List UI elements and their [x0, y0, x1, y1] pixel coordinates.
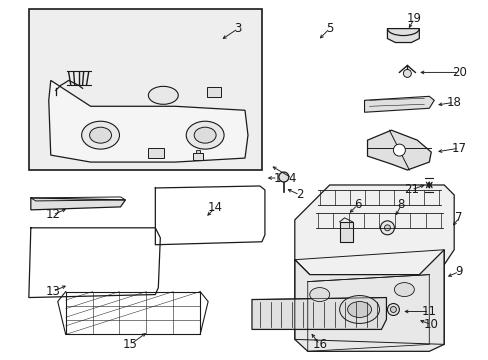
Bar [29, 9, 262, 170]
Polygon shape [386, 28, 419, 42]
Polygon shape [364, 96, 433, 112]
Text: 11: 11 [421, 305, 436, 318]
Bar [207, 87, 221, 97]
Text: 7: 7 [454, 211, 462, 224]
Text: 3: 3 [234, 22, 241, 35]
Text: 15: 15 [123, 338, 138, 351]
Ellipse shape [81, 121, 119, 149]
Text: 1: 1 [274, 171, 281, 185]
Text: 18: 18 [446, 96, 461, 109]
Bar [339, 222, 352, 242]
Text: 19: 19 [406, 12, 421, 25]
Circle shape [380, 221, 394, 235]
Ellipse shape [194, 127, 216, 143]
Text: 2: 2 [295, 188, 303, 202]
Text: 8: 8 [397, 198, 404, 211]
Bar [196, 150, 200, 153]
Text: 9: 9 [454, 265, 462, 278]
Text: 14: 14 [207, 201, 222, 215]
Polygon shape [367, 130, 430, 170]
Bar [193, 153, 203, 160]
Bar [148, 148, 164, 158]
Polygon shape [251, 298, 386, 329]
Ellipse shape [347, 302, 371, 318]
Circle shape [278, 172, 288, 182]
Ellipse shape [339, 296, 379, 323]
Polygon shape [294, 250, 443, 351]
Text: 4: 4 [287, 171, 295, 185]
Text: 20: 20 [451, 66, 466, 79]
Polygon shape [31, 198, 125, 210]
Text: 16: 16 [311, 338, 326, 351]
Text: 21: 21 [403, 184, 418, 197]
Circle shape [403, 69, 410, 77]
Text: 10: 10 [423, 318, 438, 331]
Text: 12: 12 [45, 208, 60, 221]
Ellipse shape [89, 127, 111, 143]
Circle shape [389, 306, 396, 312]
Circle shape [393, 144, 405, 156]
Ellipse shape [186, 121, 224, 149]
Text: 13: 13 [45, 285, 60, 298]
Text: 6: 6 [353, 198, 361, 211]
Ellipse shape [394, 283, 413, 297]
Text: 17: 17 [451, 141, 466, 155]
Polygon shape [49, 80, 247, 162]
Circle shape [384, 225, 389, 231]
Text: 5: 5 [325, 22, 333, 35]
Polygon shape [294, 185, 453, 275]
Ellipse shape [309, 288, 329, 302]
Ellipse shape [148, 86, 178, 104]
Circle shape [386, 303, 399, 315]
